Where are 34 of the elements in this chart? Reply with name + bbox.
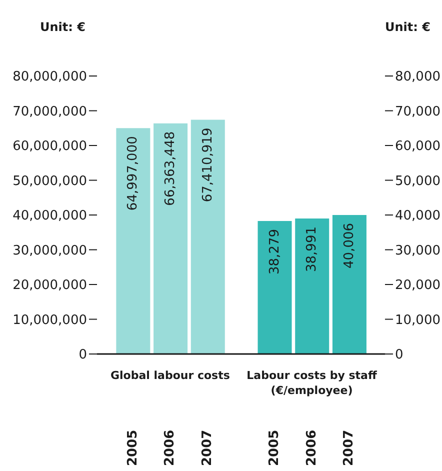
y-tick-label: 50,000,000 <box>12 174 87 189</box>
y2-tick-label: 50,000 <box>395 174 440 189</box>
x-tick-label: 2006 <box>162 430 178 466</box>
y2-tick-label: 80,000 <box>395 70 440 85</box>
x-tick-label: 2007 <box>200 430 216 466</box>
y-tick-label: 10,000,000 <box>12 312 87 328</box>
y2-tick-label: 10,000 <box>395 312 440 328</box>
data-label: 67,410,919 <box>200 128 216 202</box>
x-tick-label: 2005 <box>125 430 140 466</box>
data-label: 38,279 <box>267 228 282 274</box>
x-tick-label: 2005 <box>266 430 282 466</box>
y-tick-label: 0 <box>78 348 87 363</box>
y-tick-label: 20,000,000 <box>12 278 87 294</box>
y2-tick-label: 40,000 <box>395 208 440 224</box>
data-label: 40,006 <box>342 222 357 268</box>
data-label: 66,363,448 <box>163 131 178 206</box>
y2-tick-label: 70,000 <box>395 104 440 120</box>
series-label: Global labour costs <box>110 368 231 383</box>
y2-tick-label: 0 <box>395 348 404 363</box>
series-label: Labour costs by staff (€/employee) <box>246 368 378 398</box>
text: Unit: € <box>40 20 86 34</box>
y-tick-label: 80,000,000 <box>12 70 87 85</box>
y-tick-label: 40,000,000 <box>12 208 87 224</box>
y-tick-label: 60,000,000 <box>12 139 87 154</box>
y-tick-label: 30,000,000 <box>12 243 87 258</box>
y2-tick-label: 20,000 <box>395 278 440 294</box>
data-label: 38,991 <box>304 226 320 272</box>
x-tick-label: 2006 <box>304 430 320 466</box>
text: Unit: € <box>385 20 430 34</box>
x-tick-label: 2007 <box>342 430 357 466</box>
y2-tick-label: 30,000 <box>395 243 440 258</box>
y2-tick-label: 60,000 <box>395 139 440 154</box>
y-tick-label: 70,000,000 <box>12 104 87 120</box>
data-label: 64,997,000 <box>126 136 141 211</box>
